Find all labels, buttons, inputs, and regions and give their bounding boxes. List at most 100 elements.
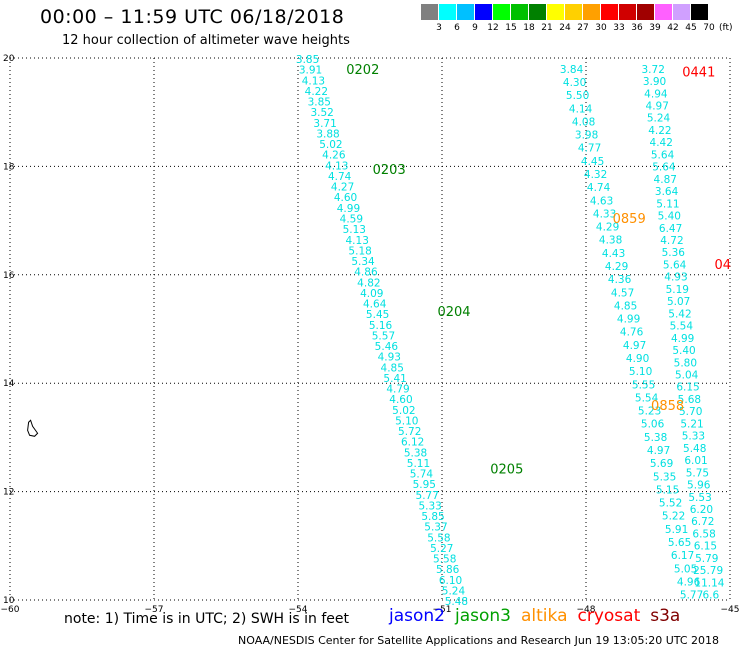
- lon-tick-label: −45: [721, 605, 740, 615]
- legend-label-42: 42: [667, 23, 679, 33]
- map-axes: −60 −57 −54 −51 −48 −45 10 12 14 16 18 20: [1, 54, 740, 615]
- legend-swatch-30: [583, 4, 600, 20]
- wave-height-value: 5.38: [404, 447, 427, 459]
- wave-height-value: 5.34: [351, 256, 375, 268]
- wave-height-value: 4.64: [363, 299, 387, 311]
- wave-height-value: 3.91: [299, 65, 322, 77]
- island-shape: [27, 419, 39, 437]
- wave-height-value: 4.57: [611, 287, 634, 299]
- wave-height-value: 4.60: [389, 394, 412, 406]
- wave-height-value: 5.54: [670, 321, 694, 333]
- wave-height-value: 5.24: [647, 113, 671, 125]
- wave-height-value: 4.36: [608, 274, 632, 286]
- legend-swatch-39: [637, 4, 654, 20]
- wave-height-value: 3.64: [655, 186, 679, 198]
- legend-label-30: 30: [595, 23, 607, 33]
- pass-time-label: 0205: [490, 462, 523, 477]
- wave-height-value: 5.11: [656, 198, 679, 210]
- wave-height-value: 4.77: [578, 143, 601, 155]
- wave-height-value: 4.99: [671, 333, 694, 345]
- wave-height-value: 5.10: [629, 366, 652, 378]
- wave-height-value: 4.29: [596, 222, 619, 234]
- legend-swatch-33: [601, 4, 618, 20]
- legend-label-9: 9: [472, 23, 478, 33]
- wave-height-value: 5.33: [682, 431, 705, 443]
- wave-height-value: 4.85: [614, 300, 637, 312]
- wave-height-value: 5.13: [343, 224, 366, 236]
- wave-height-value: 4.93: [378, 352, 401, 364]
- wave-height-value: 4.97: [623, 340, 646, 352]
- wave-height-value: 5.91: [665, 524, 688, 536]
- wave-height-value: 5.19: [666, 284, 689, 296]
- wave-height-value: 5.37: [424, 522, 447, 534]
- pass-time-label: 0859: [613, 212, 646, 227]
- wave-height-value: 5.96: [687, 480, 711, 492]
- legend-label-15: 15: [505, 23, 517, 33]
- wave-height-value: 3.98: [575, 130, 598, 142]
- wave-height-value: 4.22: [648, 125, 671, 137]
- wave-height-value: 3.88: [316, 128, 339, 140]
- wave-height-value: 5.06: [641, 419, 665, 431]
- wave-height-value: 4.86: [354, 267, 378, 279]
- wave-height-value: 6.01: [684, 455, 707, 467]
- lat-tick-label: 12: [3, 488, 14, 498]
- wave-height-value: 5.54: [635, 392, 659, 404]
- legend-swatch-70: [691, 4, 708, 20]
- wave-height-value: 5.65: [668, 537, 691, 549]
- legend-swatch-6: [439, 4, 456, 20]
- wave-height-value: 4.08: [572, 116, 595, 128]
- wave-height-value: 4.13: [325, 160, 348, 172]
- lon-tick-label: −51: [433, 605, 452, 615]
- lon-tick-label: −48: [577, 605, 596, 615]
- wave-height-value: 5.45: [366, 309, 389, 321]
- wave-height-value: 4.60: [334, 192, 357, 204]
- jason3-pass-1: 3.853.914.134.223.853.523.713.885.024.26…: [296, 54, 468, 608]
- altika-pass-1: 3.844.305.504.144.08 3.984.774.454.324.74…: [560, 64, 703, 602]
- wave-height-value: 5.68: [678, 394, 701, 406]
- wave-height-value: 5.27: [430, 543, 453, 555]
- footer-credit: NOAA/NESDIS Center for Satellite Applica…: [238, 634, 720, 647]
- legend-swatch-15: [493, 4, 510, 20]
- wave-height-value: 5.77: [680, 590, 703, 602]
- wave-height-value: 5.38: [644, 432, 667, 444]
- note-text: note: 1) Time is in UTC; 2) SWH is in fe…: [64, 611, 350, 627]
- wave-height-value: 5.04: [675, 370, 699, 382]
- cryosat-pass-1: 3.723.904.944.975.244.224.425.645.644.87…: [642, 64, 725, 602]
- map-title: 00:00 – 11:59 UTC 06/18/2018: [40, 6, 345, 28]
- legend-swatch-24: [547, 4, 564, 20]
- wave-height-value: 5.40: [672, 345, 695, 357]
- wave-height-value: 6.12: [401, 437, 424, 449]
- wave-height-value: 5.58: [433, 554, 456, 566]
- wave-height-value: 5.64: [651, 149, 675, 161]
- wave-height-value: 4.82: [357, 277, 380, 289]
- map-grid: [9, 57, 731, 601]
- wave-height-value: 4.96: [677, 576, 701, 588]
- wave-height-value: 5.52: [659, 498, 682, 510]
- wave-height-value: 5.64: [663, 259, 687, 271]
- wave-height-value: 4.43: [602, 248, 625, 260]
- pass-time-label: 04: [715, 258, 732, 273]
- wave-height-value: 4.79: [386, 384, 409, 396]
- wave-height-value: 5.70: [679, 406, 702, 418]
- wave-height-value: 5.11: [407, 458, 430, 470]
- wave-height-value: 4.42: [650, 137, 673, 149]
- wave-height-value: 4.97: [647, 445, 670, 457]
- wave-height-value: 4.87: [654, 174, 677, 186]
- wave-height-value: 4.63: [590, 195, 613, 207]
- wave-height-value: 5.77: [416, 490, 439, 502]
- satellite-jason3: jason3: [455, 606, 511, 626]
- satellite-jason2: jason2: [389, 606, 445, 626]
- wave-height-value: 6.10: [439, 575, 462, 587]
- wave-height-value: 5.46: [375, 341, 399, 353]
- wave-height-value: 6.15: [676, 382, 699, 394]
- wave-height-value: 5.58: [427, 532, 450, 544]
- legend-label-33: 33: [613, 23, 625, 33]
- wave-height-value: 6.20: [690, 504, 713, 516]
- lat-tick-label: 20: [3, 54, 15, 64]
- legend-swatch-12: [475, 4, 492, 20]
- lon-tick-label: −60: [1, 605, 20, 615]
- wave-height-value: 5.15: [656, 484, 679, 496]
- wave-height-value: 5.48: [683, 443, 706, 455]
- pass-time-label: 0204: [437, 305, 470, 320]
